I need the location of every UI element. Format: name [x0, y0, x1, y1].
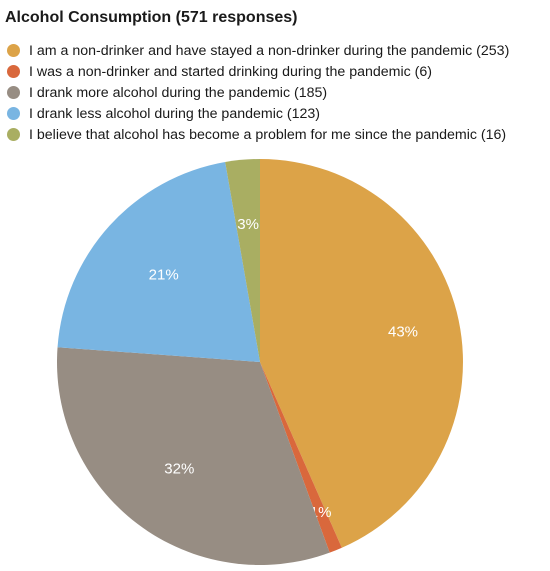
pie-slice: [260, 159, 463, 548]
pie-slice: [57, 162, 260, 362]
slice-label: 21%: [149, 266, 179, 283]
legend-swatch: [7, 128, 20, 141]
legend-label: I drank more alcohol during the pandemic…: [29, 84, 328, 101]
legend-item: I drank less alcohol during the pandemic…: [7, 103, 509, 124]
legend-item: I am a non-drinker and have stayed a non…: [7, 40, 509, 61]
legend-swatch: [7, 86, 20, 99]
legend-label: I believe that alcohol has become a prob…: [29, 126, 507, 143]
legend: I am a non-drinker and have stayed a non…: [7, 40, 509, 145]
pie-slice: [225, 159, 260, 362]
legend-swatch: [7, 44, 20, 57]
legend-item: I drank more alcohol during the pandemic…: [7, 82, 509, 103]
pie-slice: [260, 362, 342, 553]
pie-slice: [57, 347, 330, 565]
legend-label: I am a non-drinker and have stayed a non…: [29, 42, 510, 59]
slice-label: 32%: [164, 460, 194, 477]
slice-label: 43%: [388, 323, 418, 340]
legend-swatch: [7, 107, 20, 120]
legend-item: I believe that alcohol has become a prob…: [7, 124, 509, 145]
legend-item: I was a non-drinker and started drinking…: [7, 61, 509, 82]
slice-label: 3%: [237, 216, 259, 233]
legend-label: I drank less alcohol during the pandemic…: [29, 105, 321, 122]
legend-swatch: [7, 65, 20, 78]
legend-label: I was a non-drinker and started drinking…: [29, 63, 432, 80]
chart-title: Alcohol Consumption (571 responses): [5, 9, 298, 26]
